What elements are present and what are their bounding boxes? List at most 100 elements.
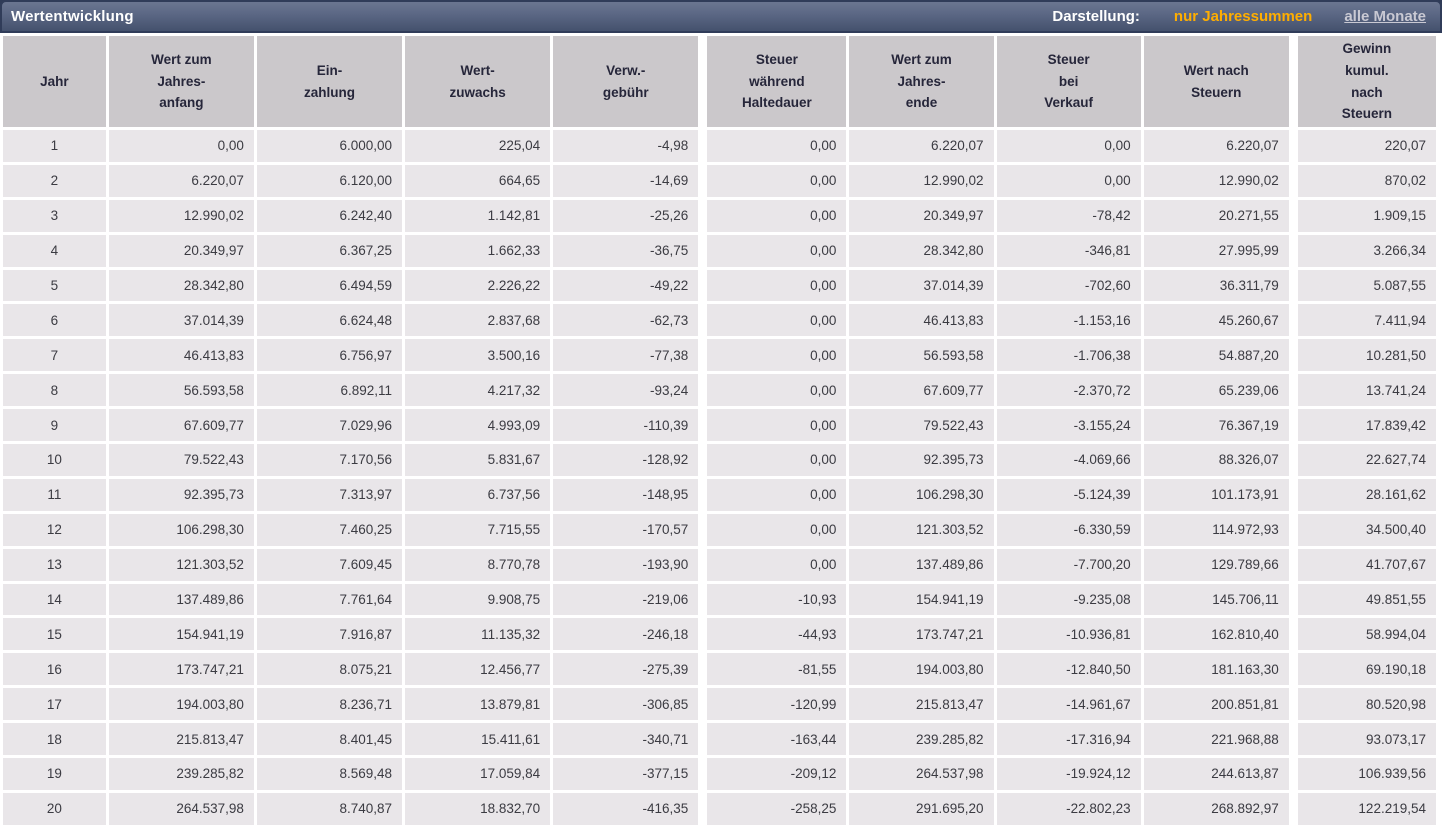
cell-wert-nach-steuern: 221.968,88 [1143, 723, 1289, 756]
cell-wert-nach-steuern: 145.706,11 [1143, 583, 1289, 616]
cell-wert-jahresanfang: 37.014,39 [108, 304, 254, 337]
cell-gewinn-kumul: 93.073,17 [1291, 723, 1436, 756]
cell-steuer-haltedauer: -209,12 [701, 758, 847, 790]
cell-steuer-haltedauer: -81,55 [701, 653, 847, 686]
cell-steuer-verkauf: -19.924,12 [996, 758, 1141, 790]
cell-wert-nach-steuern: 6.220,07 [1143, 130, 1289, 162]
cell-einzahlung: 7.916,87 [256, 618, 403, 651]
column-header-wert-jahresanfang: Wert zum Jahres- anfang [108, 36, 254, 127]
cell-jahr: 5 [3, 269, 106, 302]
cell-gewinn-kumul: 17.839,42 [1291, 409, 1436, 442]
cell-gewinn-kumul: 7.411,94 [1291, 304, 1436, 337]
cell-wertzuwachs: 1.662,33 [405, 234, 551, 267]
cell-verw-gebuehr: -275,39 [553, 653, 699, 686]
cell-steuer-haltedauer: -120,99 [701, 688, 847, 721]
cell-jahr: 14 [3, 583, 106, 616]
cell-wert-nach-steuern: 129.789,66 [1143, 548, 1289, 581]
cell-jahr: 8 [3, 374, 106, 407]
cell-wert-jahresanfang: 264.537,98 [108, 792, 254, 825]
cell-steuer-haltedauer: 0,00 [701, 199, 847, 232]
cell-verw-gebuehr: -93,24 [553, 374, 699, 407]
cell-steuer-haltedauer: 0,00 [701, 444, 847, 476]
table-row: 15 154.941,19 7.916,87 11.135,32 -246,18 -44,… [3, 618, 1436, 651]
cell-verw-gebuehr: -377,15 [553, 758, 699, 790]
cell-steuer-verkauf: -7.700,20 [996, 548, 1141, 581]
cell-wert-jahresende: 215.813,47 [849, 688, 994, 721]
cell-wert-jahresende: 67.609,77 [849, 374, 994, 407]
cell-gewinn-kumul: 34.500,40 [1291, 513, 1436, 546]
cell-wertzuwachs: 664,65 [405, 164, 551, 197]
cell-wert-jahresanfang: 121.303,52 [108, 548, 254, 581]
cell-jahr: 9 [3, 409, 106, 442]
cell-einzahlung: 8.075,21 [256, 653, 403, 686]
cell-einzahlung: 6.120,00 [256, 164, 403, 197]
cell-steuer-haltedauer: 0,00 [701, 130, 847, 162]
cell-steuer-verkauf: -17.316,94 [996, 723, 1141, 756]
cell-gewinn-kumul: 122.219,54 [1291, 792, 1436, 825]
cell-gewinn-kumul: 58.994,04 [1291, 618, 1436, 651]
table-row: 9 67.609,77 7.029,96 4.993,09 -110,39 0,00 79.… [3, 409, 1436, 442]
cell-wertzuwachs: 5.831,67 [405, 444, 551, 476]
cell-verw-gebuehr: -306,85 [553, 688, 699, 721]
cell-steuer-verkauf: -702,60 [996, 269, 1141, 302]
cell-wert-jahresende: 291.695,20 [849, 792, 994, 825]
table-row: 13 121.303,52 7.609,45 8.770,78 -193,90 0,00 1… [3, 548, 1436, 581]
cell-steuer-haltedauer: 0,00 [701, 339, 847, 372]
table-row: 5 28.342,80 6.494,59 2.226,22 -49,22 0,00 37.0… [3, 269, 1436, 302]
cell-einzahlung: 8.236,71 [256, 688, 403, 721]
cell-wert-nach-steuern: 54.887,20 [1143, 339, 1289, 372]
cell-einzahlung: 7.170,56 [256, 444, 403, 476]
cell-steuer-haltedauer: -258,25 [701, 792, 847, 825]
cell-wert-nach-steuern: 20.271,55 [1143, 199, 1289, 232]
cell-wertzuwachs: 18.832,70 [405, 792, 551, 825]
table-row: 20 264.537,98 8.740,87 18.832,70 -416,35 -258… [3, 792, 1436, 825]
cell-wert-jahresanfang: 194.003,80 [108, 688, 254, 721]
cell-gewinn-kumul: 22.627,74 [1291, 444, 1436, 476]
cell-wert-jahresende: 12.990,02 [849, 164, 994, 197]
cell-einzahlung: 7.609,45 [256, 548, 403, 581]
cell-gewinn-kumul: 106.939,56 [1291, 758, 1436, 790]
column-header-verw-gebuehr: Verw.- gebühr [553, 36, 699, 127]
cell-wertzuwachs: 7.715,55 [405, 513, 551, 546]
cell-steuer-haltedauer: 0,00 [701, 548, 847, 581]
cell-steuer-haltedauer: 0,00 [701, 374, 847, 407]
table-row: 16 173.747,21 8.075,21 12.456,77 -275,39 -81,… [3, 653, 1436, 686]
cell-wert-nach-steuern: 88.326,07 [1143, 444, 1289, 476]
cell-steuer-verkauf: -5.124,39 [996, 478, 1141, 511]
cell-wertzuwachs: 12.456,77 [405, 653, 551, 686]
cell-einzahlung: 8.569,48 [256, 758, 403, 790]
cell-gewinn-kumul: 69.190,18 [1291, 653, 1436, 686]
cell-wert-jahresende: 28.342,80 [849, 234, 994, 267]
cell-einzahlung: 7.761,64 [256, 583, 403, 616]
cell-wertzuwachs: 8.770,78 [405, 548, 551, 581]
cell-gewinn-kumul: 220,07 [1291, 130, 1436, 162]
titlebar-background: Wertentwicklung Darstellung: nur Jahress… [0, 0, 1442, 33]
cell-wert-nach-steuern: 65.239,06 [1143, 374, 1289, 407]
cell-einzahlung: 6.756,97 [256, 339, 403, 372]
cell-jahr: 1 [3, 130, 106, 162]
cell-steuer-verkauf: 0,00 [996, 130, 1141, 162]
cell-wert-nach-steuern: 101.173,91 [1143, 478, 1289, 511]
cell-wert-jahresende: 173.747,21 [849, 618, 994, 651]
display-option-link-alle-monate[interactable]: alle Monate [1344, 8, 1426, 25]
cell-gewinn-kumul: 28.161,62 [1291, 478, 1436, 511]
cell-einzahlung: 8.401,45 [256, 723, 403, 756]
cell-wertzuwachs: 13.879,81 [405, 688, 551, 721]
table-row: 14 137.489,86 7.761,64 9.908,75 -219,06 -10,9… [3, 583, 1436, 616]
cell-verw-gebuehr: -4,98 [553, 130, 699, 162]
cell-steuer-haltedauer: 0,00 [701, 304, 847, 337]
cell-verw-gebuehr: -219,06 [553, 583, 699, 616]
titlebar: Wertentwicklung Darstellung: nur Jahress… [0, 0, 1442, 33]
cell-verw-gebuehr: -246,18 [553, 618, 699, 651]
cell-jahr: 2 [3, 164, 106, 197]
cell-wertzuwachs: 2.837,68 [405, 304, 551, 337]
cell-wert-jahresanfang: 79.522,43 [108, 444, 254, 476]
cell-wert-nach-steuern: 162.810,40 [1143, 618, 1289, 651]
cell-einzahlung: 7.029,96 [256, 409, 403, 442]
cell-steuer-verkauf: -6.330,59 [996, 513, 1141, 546]
column-header-wert-nach-steuern: Wert nach Steuern [1143, 36, 1289, 127]
cell-gewinn-kumul: 10.281,50 [1291, 339, 1436, 372]
cell-steuer-verkauf: -1.706,38 [996, 339, 1141, 372]
cell-wertzuwachs: 15.411,61 [405, 723, 551, 756]
